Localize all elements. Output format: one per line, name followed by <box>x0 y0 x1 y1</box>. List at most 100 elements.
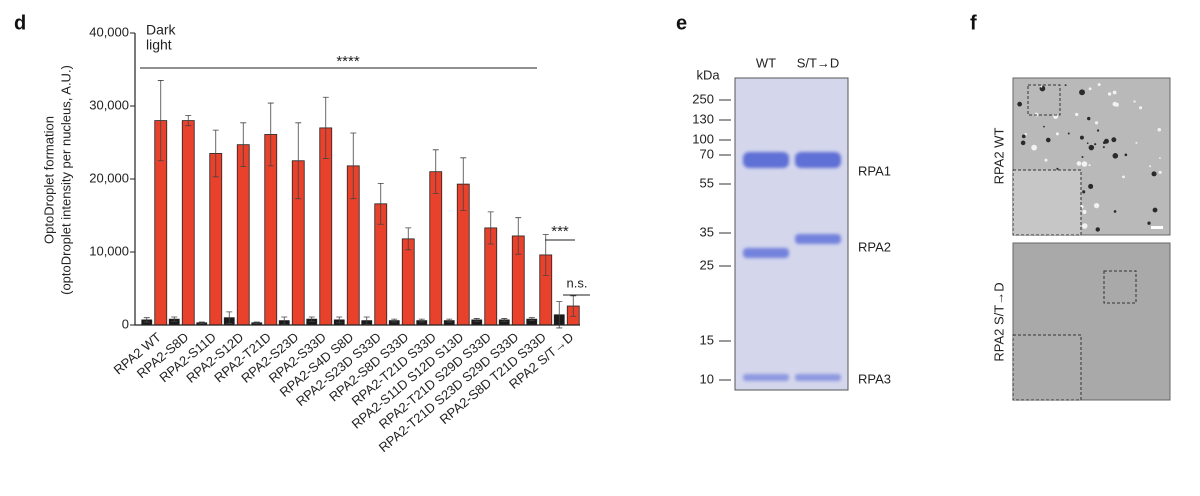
y-tick-label: 40,000 <box>89 24 129 39</box>
speckle <box>1043 125 1045 128</box>
speckle <box>1082 190 1086 194</box>
speckle <box>1067 132 1070 135</box>
speckle <box>1088 164 1091 167</box>
speckle <box>1076 161 1082 166</box>
speckle <box>1021 134 1026 139</box>
panel-letter: e <box>676 12 687 34</box>
error-bar <box>515 217 522 255</box>
speckle <box>1086 142 1089 145</box>
panel-letter: f <box>970 12 977 34</box>
y-axis-label: (optoDroplet intensity per nucleus, A.U.… <box>58 65 73 295</box>
speckle <box>1157 127 1162 132</box>
band-label: RPA1 <box>858 163 891 178</box>
y-tick-label: 20,000 <box>89 170 129 185</box>
error-bar <box>157 80 164 162</box>
speckle <box>1113 210 1117 213</box>
speckle <box>1159 157 1161 160</box>
speckle <box>1112 153 1119 159</box>
error-bar <box>185 115 192 127</box>
error-bar <box>212 129 219 178</box>
error-bar <box>432 149 439 194</box>
speckle <box>1088 144 1095 151</box>
annotation: **** <box>336 53 360 70</box>
speckle <box>1135 141 1138 144</box>
error-bar <box>501 318 508 322</box>
bar <box>401 238 415 326</box>
zoom-box <box>1103 270 1137 304</box>
error-bar <box>556 301 563 329</box>
speckle <box>1138 106 1143 110</box>
speckle <box>1082 223 1088 229</box>
speckle <box>1112 90 1117 95</box>
y-axis-label: OptoDroplet formation <box>41 116 56 244</box>
speckle <box>1094 121 1099 125</box>
speckle <box>1158 170 1162 174</box>
micrograph-label: RPA2 S/T→D <box>991 282 1006 361</box>
band <box>743 248 789 258</box>
marker-label: 130 <box>692 111 714 126</box>
band-label: RPA2 <box>858 239 891 254</box>
marker-label: 55 <box>700 175 714 190</box>
lane-label: WT <box>756 55 776 70</box>
zoom-box <box>1027 84 1061 116</box>
unit-label: kDa <box>696 67 720 82</box>
marker-label: 100 <box>692 131 714 146</box>
error-bar <box>418 318 425 323</box>
error-bar <box>528 317 535 322</box>
error-bar <box>295 122 302 200</box>
error-bar <box>198 321 205 324</box>
legend-entry: light <box>146 37 172 53</box>
panel-letter: d <box>14 12 26 34</box>
y-tick-label: 10,000 <box>89 243 129 258</box>
error-bar <box>171 316 178 322</box>
error-bar <box>322 96 329 159</box>
speckle <box>1044 158 1048 162</box>
speckle <box>1111 137 1117 143</box>
marker-label: 70 <box>700 146 714 161</box>
error-bar <box>391 318 398 323</box>
error-bar <box>460 157 467 211</box>
marker-label: 250 <box>692 91 714 106</box>
speckle <box>1079 135 1084 140</box>
speckle <box>1097 83 1101 87</box>
speckle <box>1102 146 1105 149</box>
inset <box>1012 334 1082 401</box>
speckle <box>1075 112 1079 117</box>
inset <box>1012 169 1082 236</box>
speckle <box>1133 100 1136 103</box>
speckle <box>1040 85 1043 88</box>
marker-label: 15 <box>700 332 714 347</box>
annotation: n.s. <box>567 275 588 290</box>
speckle <box>1088 183 1094 189</box>
speckle <box>1124 153 1128 157</box>
speckle <box>1151 171 1157 177</box>
legend-entry: Dark <box>146 22 177 38</box>
marker-label: 35 <box>700 224 714 239</box>
speckle <box>1081 155 1084 158</box>
error-bar <box>487 211 494 245</box>
speckle <box>1088 87 1092 91</box>
lane-label: S/T→D <box>797 55 840 70</box>
speckle <box>1107 92 1112 96</box>
band <box>743 374 789 381</box>
band <box>795 234 841 244</box>
error-bar <box>267 102 274 167</box>
band <box>795 152 841 168</box>
error-bar <box>143 317 150 323</box>
bar <box>429 171 443 326</box>
speckle <box>1094 143 1097 146</box>
annotation: *** <box>551 223 569 240</box>
speckle <box>1045 137 1051 143</box>
error-bar <box>405 227 412 251</box>
error-bar <box>363 316 370 325</box>
error-bar <box>336 316 343 324</box>
speckle <box>1055 132 1059 136</box>
error-bar <box>350 132 357 200</box>
speckle <box>1149 165 1152 168</box>
speckle <box>1095 227 1100 232</box>
error-bar <box>308 316 315 322</box>
band-label: RPA3 <box>858 371 891 386</box>
error-bar <box>226 311 233 324</box>
marker-label: 10 <box>700 371 714 386</box>
